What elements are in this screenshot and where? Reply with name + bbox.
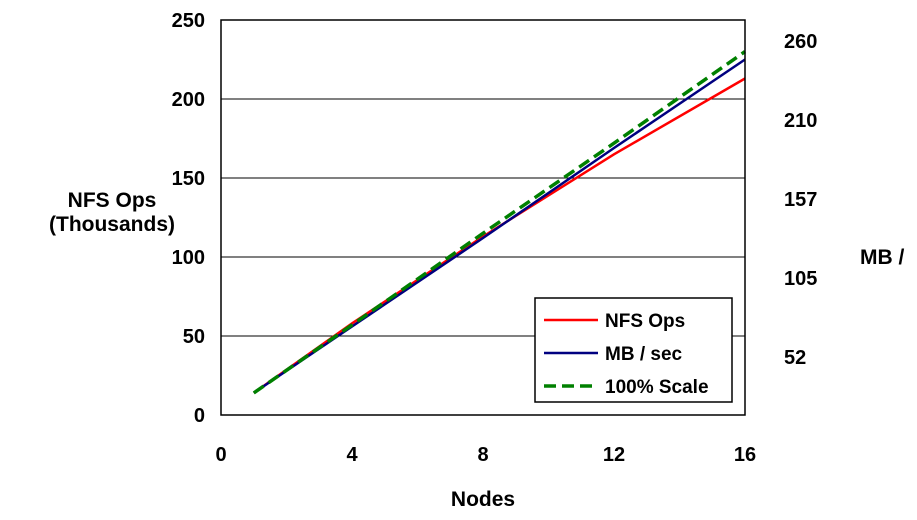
x-tick-label: 4 — [346, 444, 358, 466]
legend-label: MB / sec — [605, 344, 683, 365]
y-tick-label: 0 — [194, 405, 205, 427]
y2-tick-label: 157 — [784, 189, 817, 211]
y-tick-label: 50 — [183, 326, 205, 348]
y2-tick-label: 210 — [784, 110, 817, 132]
x-tick-label: 16 — [734, 444, 756, 466]
legend-label: NFS Ops — [605, 311, 685, 332]
y-tick-label: 250 — [172, 10, 205, 32]
y-axis-title-line-2: (Thousands) — [49, 213, 175, 236]
x-tick-label: 0 — [215, 444, 226, 466]
y-axis-title-line-1: NFS Ops — [68, 189, 157, 212]
y-tick-label: 100 — [172, 247, 205, 269]
y2-tick-label: 105 — [784, 268, 817, 290]
y2-tick-label: 52 — [784, 347, 806, 369]
y-tick-label: 200 — [172, 89, 205, 111]
legend-label: 100% Scale — [605, 377, 709, 398]
plot-area-frame — [220, 19, 746, 416]
x-tick-label: 12 — [603, 444, 625, 466]
series-line-100-scale — [252, 50, 747, 395]
legend: NFS Ops MB / sec 100% Scale — [534, 297, 733, 403]
x-axis-title: Nodes — [451, 488, 515, 511]
tick-labels: 0 50 100 150 200 250 260 210 157 105 52 0 4 8 12 16 — [172, 10, 818, 466]
y2-tick-label: 260 — [784, 31, 817, 53]
y2-axis-title: MB / — [860, 246, 904, 269]
series-lines — [252, 50, 747, 395]
x-tick-label: 8 — [477, 444, 488, 466]
y-tick-label: 150 — [172, 168, 205, 190]
